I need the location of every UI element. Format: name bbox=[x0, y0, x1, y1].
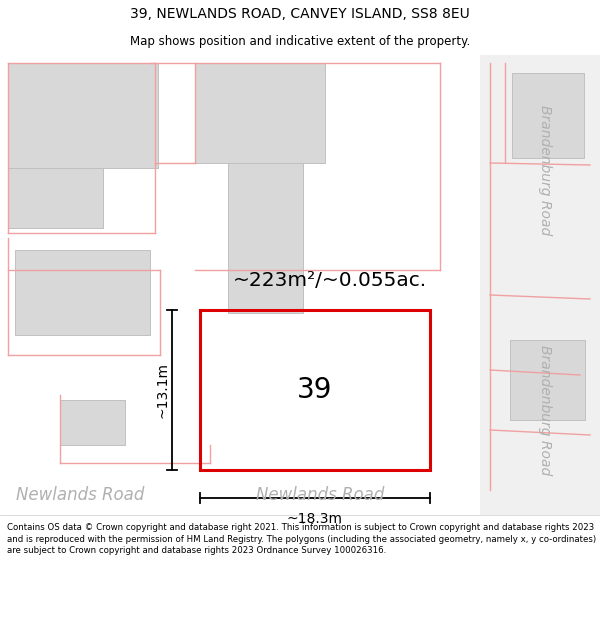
Bar bbox=[490, 55, 600, 515]
Text: Brandenburg Road: Brandenburg Road bbox=[538, 105, 552, 235]
Bar bbox=[15, 250, 150, 335]
Text: 39: 39 bbox=[297, 376, 333, 404]
Bar bbox=[0, 55, 480, 515]
Text: Newlands Road: Newlands Road bbox=[16, 486, 144, 504]
Text: 39, NEWLANDS ROAD, CANVEY ISLAND, SS8 8EU: 39, NEWLANDS ROAD, CANVEY ISLAND, SS8 8E… bbox=[130, 7, 470, 21]
Bar bbox=[228, 163, 303, 313]
Text: Brandenburg Road: Brandenburg Road bbox=[538, 345, 552, 475]
Bar bbox=[200, 310, 430, 470]
Text: Map shows position and indicative extent of the property.: Map shows position and indicative extent… bbox=[130, 35, 470, 48]
Text: ~18.3m: ~18.3m bbox=[287, 512, 343, 526]
Text: ~13.1m: ~13.1m bbox=[155, 362, 169, 418]
Bar bbox=[512, 73, 584, 158]
Text: Newlands Road: Newlands Road bbox=[256, 486, 384, 504]
Bar bbox=[195, 63, 325, 163]
Bar bbox=[8, 63, 158, 168]
Bar bbox=[510, 340, 585, 420]
Bar bbox=[8, 168, 103, 228]
Text: Contains OS data © Crown copyright and database right 2021. This information is : Contains OS data © Crown copyright and d… bbox=[7, 522, 596, 555]
Bar bbox=[60, 400, 125, 445]
Text: ~223m²/~0.055ac.: ~223m²/~0.055ac. bbox=[233, 271, 427, 289]
